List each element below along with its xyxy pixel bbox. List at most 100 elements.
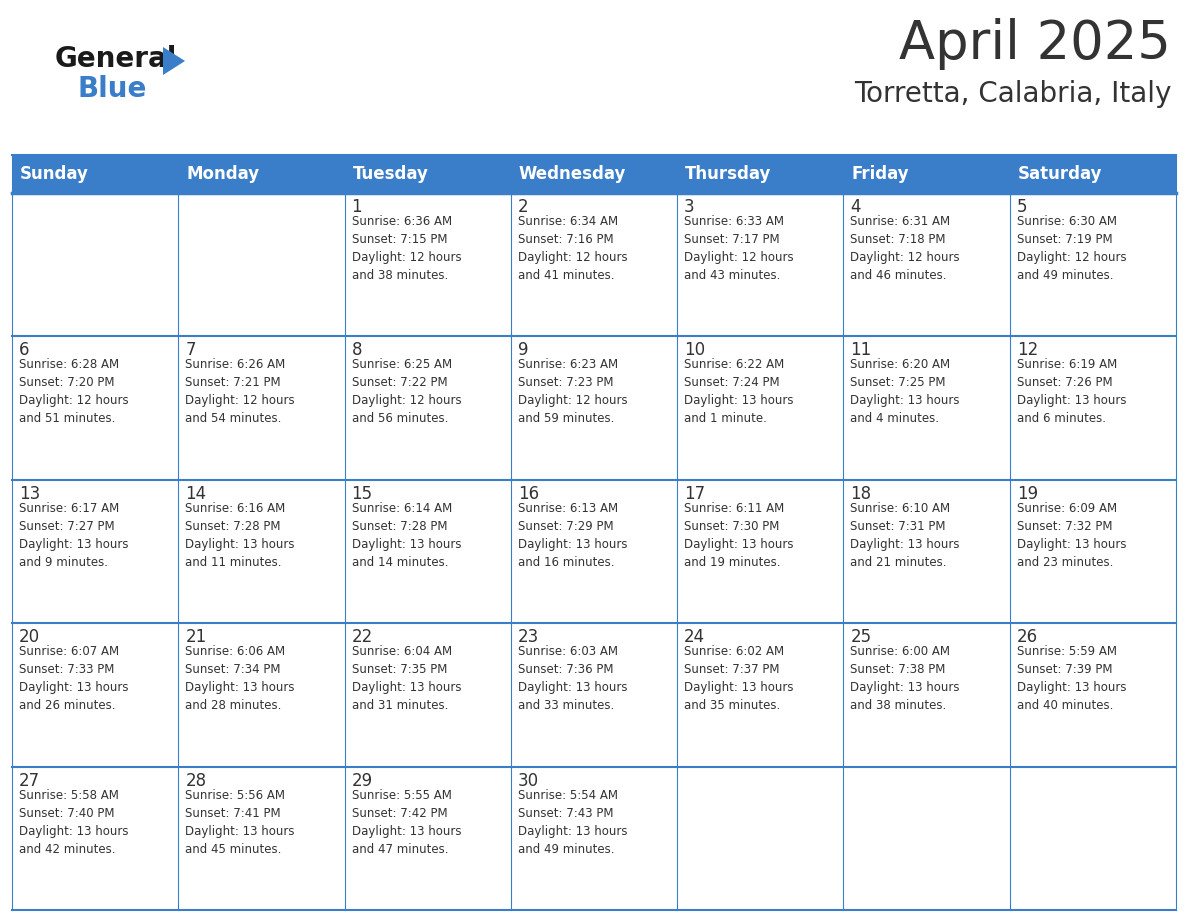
Text: Sunrise: 6:30 AM
Sunset: 7:19 PM
Daylight: 12 hours
and 49 minutes.: Sunrise: 6:30 AM Sunset: 7:19 PM Dayligh… <box>1017 215 1126 282</box>
Text: 8: 8 <box>352 341 362 360</box>
Text: 5: 5 <box>1017 198 1028 216</box>
Text: Sunrise: 6:34 AM
Sunset: 7:16 PM
Daylight: 12 hours
and 41 minutes.: Sunrise: 6:34 AM Sunset: 7:16 PM Dayligh… <box>518 215 627 282</box>
Bar <box>1010 767 1176 910</box>
Bar <box>843 193 1010 336</box>
Bar <box>511 480 677 623</box>
Text: 18: 18 <box>851 485 872 503</box>
Text: 22: 22 <box>352 628 373 646</box>
Text: Tuesday: Tuesday <box>353 165 429 183</box>
Bar <box>511 767 677 910</box>
Text: 4: 4 <box>851 198 861 216</box>
Bar <box>178 623 345 767</box>
Bar <box>12 767 178 910</box>
Bar <box>345 336 511 480</box>
Text: Blue: Blue <box>77 75 146 103</box>
Text: Sunrise: 6:17 AM
Sunset: 7:27 PM
Daylight: 13 hours
and 9 minutes.: Sunrise: 6:17 AM Sunset: 7:27 PM Dayligh… <box>19 502 128 569</box>
Text: Torretta, Calabria, Italy: Torretta, Calabria, Italy <box>854 80 1171 108</box>
Bar <box>345 767 511 910</box>
Bar <box>345 480 511 623</box>
Text: Sunrise: 6:20 AM
Sunset: 7:25 PM
Daylight: 13 hours
and 4 minutes.: Sunrise: 6:20 AM Sunset: 7:25 PM Dayligh… <box>851 358 960 425</box>
Text: 9: 9 <box>518 341 529 360</box>
Text: Sunrise: 5:59 AM
Sunset: 7:39 PM
Daylight: 13 hours
and 40 minutes.: Sunrise: 5:59 AM Sunset: 7:39 PM Dayligh… <box>1017 645 1126 712</box>
Text: Sunrise: 6:33 AM
Sunset: 7:17 PM
Daylight: 12 hours
and 43 minutes.: Sunrise: 6:33 AM Sunset: 7:17 PM Dayligh… <box>684 215 794 282</box>
Bar <box>511 336 677 480</box>
Text: Sunrise: 6:06 AM
Sunset: 7:34 PM
Daylight: 13 hours
and 28 minutes.: Sunrise: 6:06 AM Sunset: 7:34 PM Dayligh… <box>185 645 295 712</box>
Text: Sunday: Sunday <box>20 165 89 183</box>
Text: 2: 2 <box>518 198 529 216</box>
Text: Sunrise: 6:25 AM
Sunset: 7:22 PM
Daylight: 12 hours
and 56 minutes.: Sunrise: 6:25 AM Sunset: 7:22 PM Dayligh… <box>352 358 461 425</box>
Bar <box>843 767 1010 910</box>
Bar <box>511 155 677 193</box>
Bar <box>511 193 677 336</box>
Text: 13: 13 <box>19 485 40 503</box>
Text: 20: 20 <box>19 628 40 646</box>
Text: 30: 30 <box>518 772 539 789</box>
Text: 27: 27 <box>19 772 40 789</box>
Text: Sunrise: 5:58 AM
Sunset: 7:40 PM
Daylight: 13 hours
and 42 minutes.: Sunrise: 5:58 AM Sunset: 7:40 PM Dayligh… <box>19 789 128 856</box>
Bar <box>1010 336 1176 480</box>
Text: 6: 6 <box>19 341 30 360</box>
Text: 28: 28 <box>185 772 207 789</box>
Bar <box>345 193 511 336</box>
Text: 25: 25 <box>851 628 872 646</box>
Text: Sunrise: 6:31 AM
Sunset: 7:18 PM
Daylight: 12 hours
and 46 minutes.: Sunrise: 6:31 AM Sunset: 7:18 PM Dayligh… <box>851 215 960 282</box>
Text: 15: 15 <box>352 485 373 503</box>
Text: Sunrise: 6:23 AM
Sunset: 7:23 PM
Daylight: 12 hours
and 59 minutes.: Sunrise: 6:23 AM Sunset: 7:23 PM Dayligh… <box>518 358 627 425</box>
Text: 23: 23 <box>518 628 539 646</box>
Bar <box>1010 623 1176 767</box>
Bar <box>12 480 178 623</box>
Text: Sunrise: 5:54 AM
Sunset: 7:43 PM
Daylight: 13 hours
and 49 minutes.: Sunrise: 5:54 AM Sunset: 7:43 PM Dayligh… <box>518 789 627 856</box>
Bar <box>1010 193 1176 336</box>
Bar <box>178 767 345 910</box>
Text: Monday: Monday <box>187 165 259 183</box>
Bar <box>178 193 345 336</box>
Text: Wednesday: Wednesday <box>519 165 626 183</box>
Text: Sunrise: 6:02 AM
Sunset: 7:37 PM
Daylight: 13 hours
and 35 minutes.: Sunrise: 6:02 AM Sunset: 7:37 PM Dayligh… <box>684 645 794 712</box>
Text: 7: 7 <box>185 341 196 360</box>
Bar <box>843 336 1010 480</box>
Text: 14: 14 <box>185 485 207 503</box>
Bar <box>677 336 843 480</box>
Text: 29: 29 <box>352 772 373 789</box>
Bar <box>677 623 843 767</box>
Bar <box>178 480 345 623</box>
Bar <box>511 623 677 767</box>
Text: Sunrise: 6:26 AM
Sunset: 7:21 PM
Daylight: 12 hours
and 54 minutes.: Sunrise: 6:26 AM Sunset: 7:21 PM Dayligh… <box>185 358 295 425</box>
Text: Sunrise: 6:14 AM
Sunset: 7:28 PM
Daylight: 13 hours
and 14 minutes.: Sunrise: 6:14 AM Sunset: 7:28 PM Dayligh… <box>352 502 461 569</box>
Text: 12: 12 <box>1017 341 1038 360</box>
Text: Sunrise: 6:10 AM
Sunset: 7:31 PM
Daylight: 13 hours
and 21 minutes.: Sunrise: 6:10 AM Sunset: 7:31 PM Dayligh… <box>851 502 960 569</box>
Text: 24: 24 <box>684 628 706 646</box>
Bar <box>677 193 843 336</box>
Bar <box>677 767 843 910</box>
Text: Sunrise: 6:16 AM
Sunset: 7:28 PM
Daylight: 13 hours
and 11 minutes.: Sunrise: 6:16 AM Sunset: 7:28 PM Dayligh… <box>185 502 295 569</box>
Text: April 2025: April 2025 <box>899 18 1171 70</box>
Text: 17: 17 <box>684 485 706 503</box>
Bar <box>12 155 178 193</box>
Bar <box>12 336 178 480</box>
Text: Sunrise: 6:22 AM
Sunset: 7:24 PM
Daylight: 13 hours
and 1 minute.: Sunrise: 6:22 AM Sunset: 7:24 PM Dayligh… <box>684 358 794 425</box>
Text: Sunrise: 6:00 AM
Sunset: 7:38 PM
Daylight: 13 hours
and 38 minutes.: Sunrise: 6:00 AM Sunset: 7:38 PM Dayligh… <box>851 645 960 712</box>
Text: 10: 10 <box>684 341 706 360</box>
Text: Thursday: Thursday <box>685 165 771 183</box>
Bar <box>178 155 345 193</box>
Bar <box>12 193 178 336</box>
Bar <box>345 155 511 193</box>
Text: 16: 16 <box>518 485 539 503</box>
Bar <box>677 155 843 193</box>
Text: 21: 21 <box>185 628 207 646</box>
Text: General: General <box>55 45 177 73</box>
Bar <box>843 480 1010 623</box>
Polygon shape <box>163 47 185 75</box>
Text: Sunrise: 6:28 AM
Sunset: 7:20 PM
Daylight: 12 hours
and 51 minutes.: Sunrise: 6:28 AM Sunset: 7:20 PM Dayligh… <box>19 358 128 425</box>
Text: Sunrise: 6:04 AM
Sunset: 7:35 PM
Daylight: 13 hours
and 31 minutes.: Sunrise: 6:04 AM Sunset: 7:35 PM Dayligh… <box>352 645 461 712</box>
Bar <box>843 623 1010 767</box>
Text: Sunrise: 6:03 AM
Sunset: 7:36 PM
Daylight: 13 hours
and 33 minutes.: Sunrise: 6:03 AM Sunset: 7:36 PM Dayligh… <box>518 645 627 712</box>
Text: Saturday: Saturday <box>1018 165 1102 183</box>
Text: 19: 19 <box>1017 485 1038 503</box>
Bar <box>677 480 843 623</box>
Bar <box>843 155 1010 193</box>
Text: 11: 11 <box>851 341 872 360</box>
Bar <box>345 623 511 767</box>
Text: 1: 1 <box>352 198 362 216</box>
Bar <box>178 336 345 480</box>
